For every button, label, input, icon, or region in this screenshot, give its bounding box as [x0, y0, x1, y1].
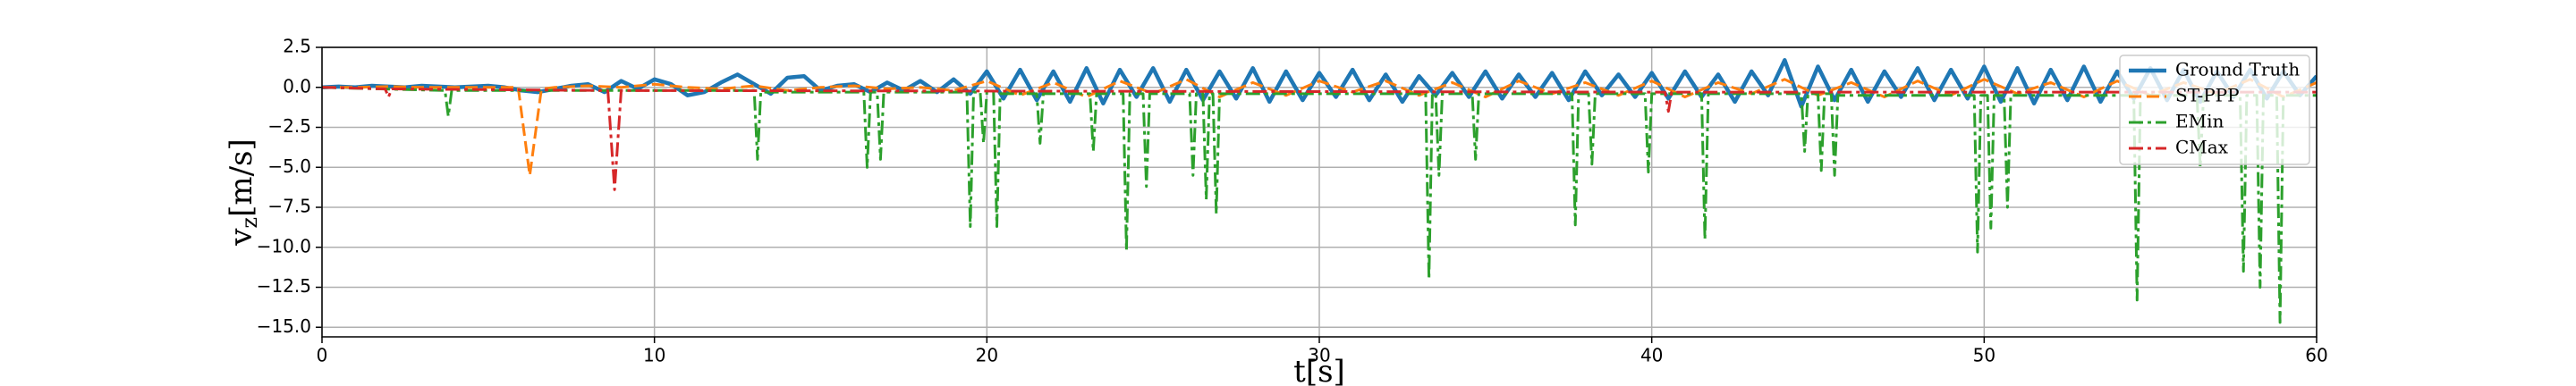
- x-tick-label: 0: [317, 345, 328, 366]
- y-tick-label: −7.5: [267, 196, 311, 217]
- legend-label: ST-PPP: [2175, 85, 2240, 106]
- legend-box: [2119, 55, 2310, 165]
- series-line: [322, 78, 2317, 177]
- y-label-subscript: z: [237, 217, 262, 229]
- y-tick-label: −12.5: [257, 275, 311, 297]
- y-tick-label: −10.0: [257, 235, 311, 256]
- x-axis-label: t[s]: [1293, 354, 1345, 386]
- y-tick-label: −2.5: [267, 115, 311, 137]
- x-tick-label: 30: [1308, 345, 1330, 366]
- plot-frame: [321, 46, 2318, 338]
- x-tick-label: 20: [976, 345, 998, 366]
- series-line: [322, 86, 2317, 324]
- y-tick-label: 2.5: [283, 36, 311, 57]
- series-line: [322, 86, 2317, 191]
- y-label-symbol: v: [224, 228, 259, 247]
- y-label-unit: [m/s]: [224, 138, 259, 217]
- legend-label: Ground Truth: [2175, 59, 2300, 80]
- legend-label: EMin: [2175, 111, 2224, 132]
- x-tick-label: 50: [1973, 345, 1996, 366]
- x-tick-label: 60: [2305, 345, 2327, 366]
- y-tick-label: −15.0: [257, 315, 311, 337]
- x-tick-label: 40: [1640, 345, 1663, 366]
- x-tick-label: 10: [643, 345, 665, 366]
- legend-label: CMax: [2175, 137, 2229, 158]
- y-axis-label: vz[m/s]: [224, 138, 262, 247]
- y-tick-label: 0.0: [283, 75, 311, 96]
- y-tick-label: −5.0: [267, 155, 311, 177]
- series-line: [322, 58, 2317, 109]
